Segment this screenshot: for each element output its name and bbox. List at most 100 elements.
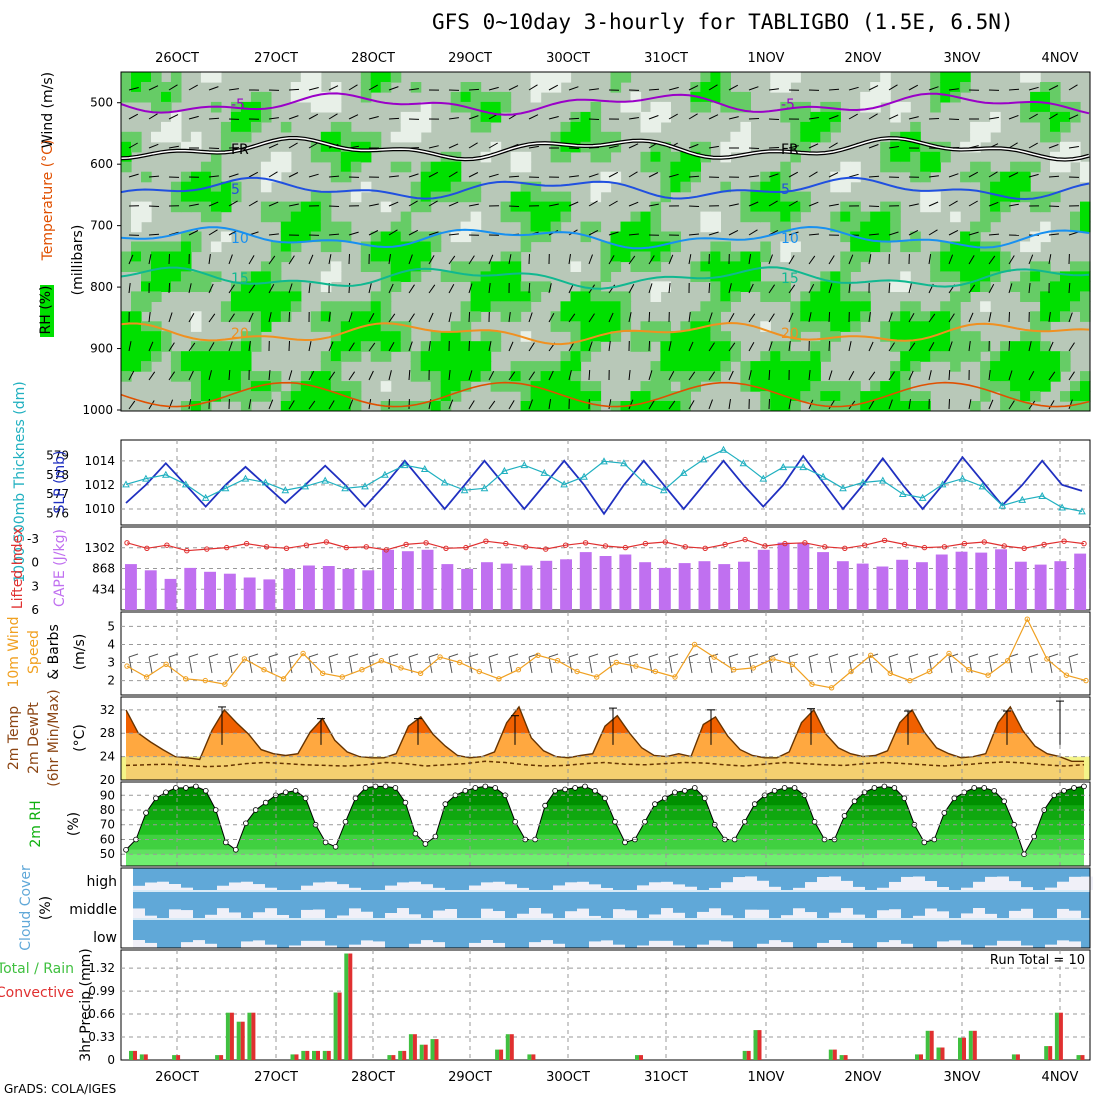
wind-barb [708,231,719,236]
rh-cell [760,321,771,332]
cloud-unit-label: (%) [38,896,54,920]
rh-cell [770,201,781,213]
wind-barb [368,283,372,294]
rh2m-marker [731,836,738,843]
rh-cell [580,321,592,332]
date-label-top: 28OCT [351,51,395,66]
rh2m-marker [841,813,848,819]
precip-total-bar [215,1055,220,1060]
rh-cell [460,231,472,243]
wind-barb [468,255,475,265]
rh-cell [700,211,711,223]
wind-barb [808,233,820,236]
wind-barb [528,145,539,149]
wind10m-marker [770,656,776,662]
rh-cell [940,91,951,103]
rh-cell [390,251,402,263]
rh-cell [200,191,212,203]
rh-cell [560,311,572,322]
slp-tick-label: 1010 [84,502,115,516]
rh-cell [240,271,252,282]
wind-barb [408,341,413,352]
wind-barb [668,341,672,352]
rh-cell [330,311,342,322]
rh-cell [330,401,342,412]
rh-cell [710,72,721,83]
rh-cell [880,201,891,213]
wind-barb [1028,142,1038,149]
rh-cell [121,361,132,372]
rh-cell [1050,281,1061,292]
rh-cell [1030,331,1041,342]
rh-cell [580,401,592,412]
rh-cell [380,231,392,243]
rh-cell [1020,161,1031,173]
rh-cell [520,181,532,193]
rh-cell [1040,91,1051,103]
rh-cell [410,181,422,193]
rh-cell [990,181,1001,193]
cloud-cell-middle [217,908,229,918]
wind-barb [888,399,893,410]
wind-barb [508,312,511,323]
rh-cell [161,91,172,103]
rh-cell [930,201,941,213]
thickness-marker [161,470,170,478]
rh2m-marker [901,795,908,801]
cloud-cell-high [1081,876,1093,890]
cloud-cell-middle [745,909,757,918]
wind10m-marker [613,659,619,666]
rh-cell [920,401,931,412]
rh-cell [820,321,831,332]
rh-cell [880,331,891,342]
precip-total-bar [936,1047,941,1060]
wind-barb [928,175,939,178]
wind-barb [528,253,530,265]
rh-cell [720,141,731,153]
wind10m-barb [708,653,719,658]
rh-cell [590,281,602,292]
wind-barb [168,399,174,410]
wind-barb [1068,371,1075,381]
rh-cell [230,121,242,133]
rh-cell [230,281,242,292]
rh-cell [270,301,282,312]
rh-cell [910,241,921,253]
lifted-index-marker [443,545,449,551]
rh-cell [1040,381,1051,392]
rh-cell [390,271,402,282]
rh-cell [580,301,592,312]
rh-cell [1060,291,1071,302]
rh-cell [1010,191,1021,203]
temperature-tick-label: 20 [100,773,115,787]
rh-cell [200,281,212,292]
precip-convective-bar [972,1030,977,1060]
rh-cell [1080,171,1091,183]
cloud-cell-high [973,881,985,890]
wind-barb [1048,371,1056,381]
slp-frame [120,439,1091,526]
rh-cell [660,251,671,263]
wind-barb [568,254,571,265]
rh-cell [310,191,322,203]
rh-cell [860,241,871,253]
wind-barb [468,370,473,381]
wind-barb [288,203,299,207]
rh-cell [950,251,961,263]
wind-barb [268,233,279,236]
rh-cell [450,351,462,362]
cloud-cell-high [217,885,229,890]
rh-cell [250,311,262,322]
wind10m-marker [320,670,326,676]
cloud-cell-middle [577,908,589,918]
rh-cell [270,241,282,253]
cloud-cell-high [661,881,673,890]
thickness-marker [639,478,648,486]
rh-cell [770,72,781,83]
rh-cell [340,311,352,322]
rh-cell [980,341,991,352]
wind10m-marker [222,681,228,687]
wind-barb [168,84,178,91]
rh-cell [990,381,1001,392]
wind10m-marker [789,661,796,667]
